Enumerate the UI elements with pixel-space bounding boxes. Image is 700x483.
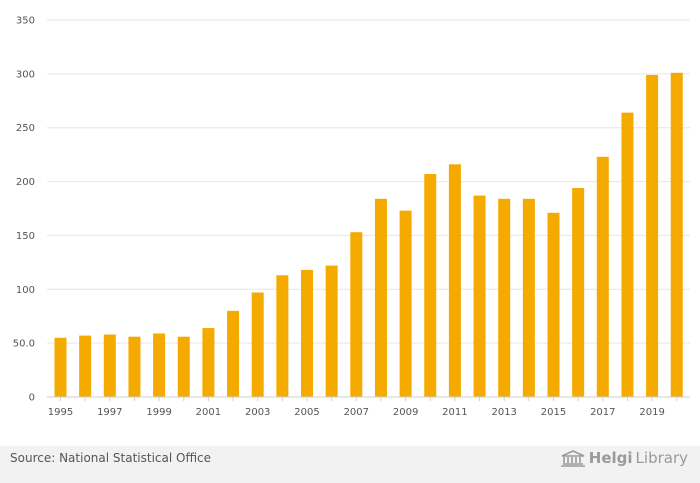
- bar-1995: [54, 337, 67, 397]
- x-tick-label-2007: 2007: [344, 407, 369, 418]
- bar-1999: [153, 333, 166, 397]
- bar-2009: [399, 210, 412, 397]
- bar-1998: [128, 336, 141, 397]
- y-tick-label-0: 0: [29, 393, 35, 404]
- bar-2012: [473, 195, 486, 397]
- bar-2018: [621, 112, 634, 398]
- x-tick-label-2017: 2017: [590, 407, 615, 418]
- bar-2010: [424, 174, 437, 397]
- library-building-icon: [560, 450, 585, 467]
- bar-2014: [522, 198, 535, 397]
- y-tick-label-300: 300: [16, 69, 35, 80]
- x-tick-label-2019: 2019: [639, 407, 664, 418]
- x-tick-label-2011: 2011: [442, 407, 467, 418]
- x-tick-label-1999: 1999: [146, 407, 171, 418]
- bar-1997: [103, 334, 116, 397]
- brand-logo[interactable]: Helgi Library: [560, 449, 688, 467]
- x-tick-label-1995: 1995: [48, 407, 73, 418]
- bar-1996: [79, 335, 92, 397]
- footer: Source: National Statistical Office Helg…: [0, 446, 700, 483]
- bar-2011: [448, 164, 461, 397]
- bar-2006: [325, 265, 338, 397]
- y-tick-label-100: 100: [16, 285, 35, 296]
- x-tick-label-2005: 2005: [294, 407, 319, 418]
- source-note: Source: National Statistical Office: [10, 451, 212, 465]
- y-tick-label-200: 200: [16, 177, 35, 188]
- bar-2005: [301, 269, 313, 397]
- x-tick-label-2001: 2001: [196, 407, 221, 418]
- bar-2002: [227, 310, 240, 397]
- bar-2003: [251, 292, 264, 397]
- x-tick-label-2013: 2013: [491, 407, 516, 418]
- bar-chart: 0 50.0 100 150 200 250 300 350 1995 1997 1999 2001 2…: [13, 16, 690, 418]
- bar-2001: [202, 328, 215, 397]
- x-tick-label-2009: 2009: [393, 407, 418, 418]
- bar-2000: [177, 336, 190, 397]
- x-tick-label-1997: 1997: [97, 407, 122, 418]
- bar-2019: [646, 74, 659, 397]
- bar-2004: [276, 275, 289, 397]
- y-tick-label-250: 250: [16, 123, 35, 134]
- y-tick-label-50: 50.0: [13, 339, 35, 350]
- y-tick-label-350: 350: [16, 16, 35, 27]
- bar-2007: [350, 232, 363, 397]
- brand-name-light: Library: [635, 449, 688, 467]
- x-tick-label-2003: 2003: [245, 407, 270, 418]
- y-tick-label-150: 150: [16, 231, 35, 242]
- brand-name-bold: Helgi: [588, 449, 633, 467]
- bar-2013: [498, 198, 511, 397]
- bar-2008: [374, 198, 387, 397]
- bar-2015: [547, 212, 560, 397]
- bar-2020: [670, 72, 683, 397]
- x-tick-label-2015: 2015: [541, 407, 566, 418]
- bar-2017: [596, 156, 609, 397]
- bar-2016: [572, 188, 585, 397]
